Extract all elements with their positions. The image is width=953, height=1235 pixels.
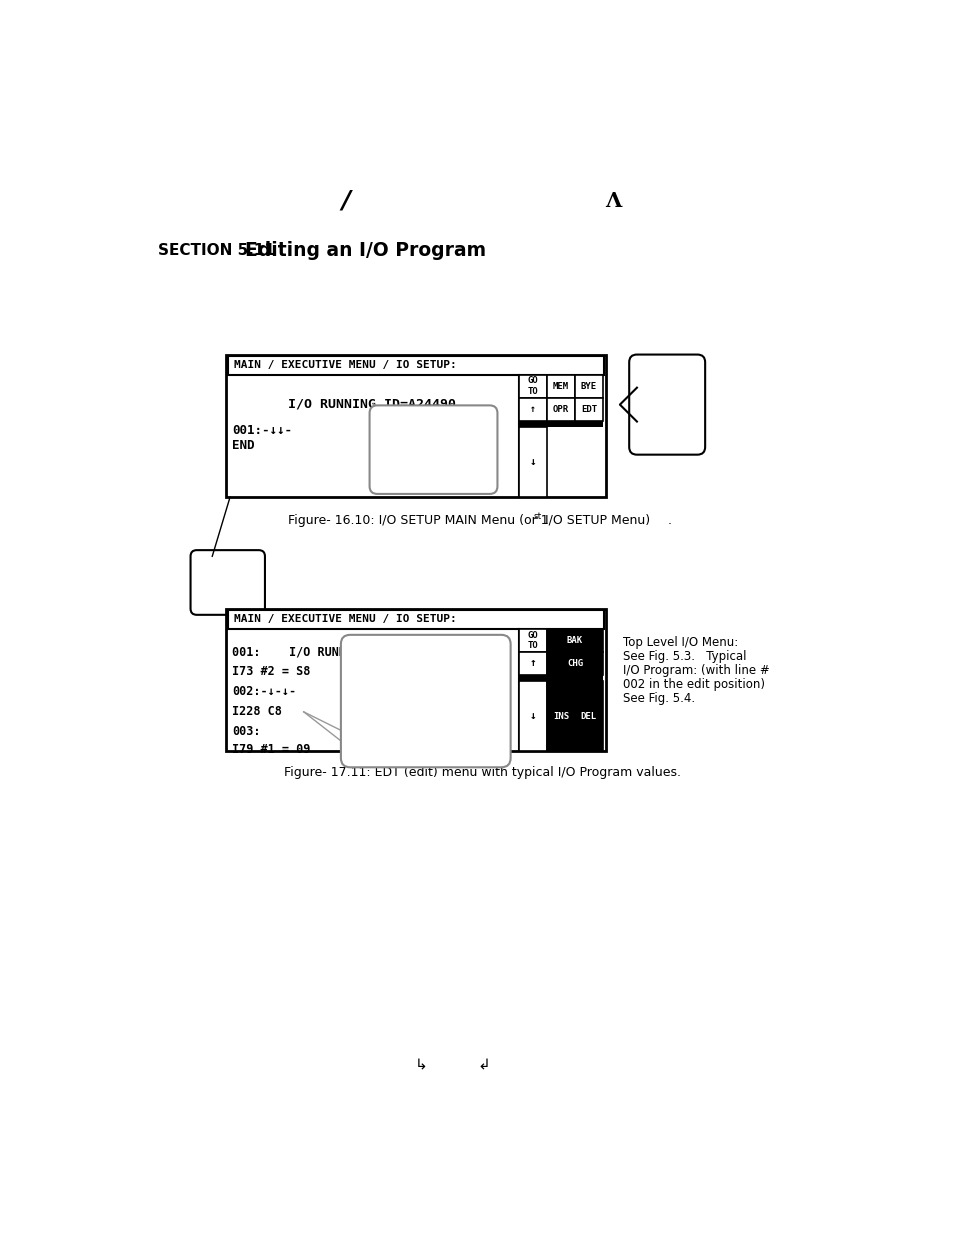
Text: I/O Program: (with line #: I/O Program: (with line # xyxy=(622,664,769,677)
Bar xyxy=(546,652,602,674)
FancyBboxPatch shape xyxy=(191,550,265,615)
Text: ⇓⇓: ⇓⇓ xyxy=(422,718,448,732)
Bar xyxy=(546,398,575,421)
Text: DEL: DEL xyxy=(580,711,597,720)
Text: GO
TO: GO TO xyxy=(527,631,537,650)
Text: MAIN / EXECUTIVE MENU / IO SETUP:: MAIN / EXECUTIVE MENU / IO SETUP: xyxy=(233,614,456,624)
Text: 003:: 003: xyxy=(233,725,260,739)
Text: BAK: BAK xyxy=(566,636,582,645)
Text: MEM: MEM xyxy=(553,382,569,390)
Text: I/O RUNNING ID=A24490: I/O RUNNING ID=A24490 xyxy=(288,398,456,410)
Text: ↑: ↑ xyxy=(530,404,536,414)
Text: Λ: Λ xyxy=(604,190,620,210)
Text: 002:-↓-↓-: 002:-↓-↓- xyxy=(233,685,296,698)
Text: ↓: ↓ xyxy=(529,711,536,721)
Text: I/O SETUP Menu): I/O SETUP Menu) xyxy=(540,514,649,526)
Bar xyxy=(575,374,602,398)
Bar xyxy=(575,398,602,421)
Bar xyxy=(518,398,546,421)
Text: CHG: CHG xyxy=(566,658,582,668)
Text: st: st xyxy=(534,511,541,521)
Text: Figure- 17.11: EDT (edit) menu with typical I/O Program values.: Figure- 17.11: EDT (edit) menu with typi… xyxy=(284,766,680,779)
Bar xyxy=(518,674,602,680)
Bar xyxy=(575,680,602,751)
Text: ↑: ↑ xyxy=(529,658,536,668)
Bar xyxy=(546,680,575,751)
Text: /: / xyxy=(341,189,351,212)
Text: SECTION 5.11: SECTION 5.11 xyxy=(158,243,274,258)
Text: OPR: OPR xyxy=(553,405,569,414)
FancyBboxPatch shape xyxy=(629,354,704,454)
Text: .: . xyxy=(667,514,671,526)
FancyBboxPatch shape xyxy=(369,405,497,494)
Text: I228 C8: I228 C8 xyxy=(233,705,282,719)
Text: MAIN / EXECUTIVE MENU / IO SETUP:: MAIN / EXECUTIVE MENU / IO SETUP: xyxy=(233,359,456,369)
Text: END: END xyxy=(233,438,254,452)
Text: 001:    I/O RUNNING ID=041779: 001: I/O RUNNING ID=041779 xyxy=(233,645,438,658)
Bar xyxy=(518,421,602,427)
Bar xyxy=(518,652,546,674)
Text: Figure- 16.10: I/O SETUP MAIN Menu (or 1: Figure- 16.10: I/O SETUP MAIN Menu (or 1 xyxy=(288,514,548,526)
Text: ↲: ↲ xyxy=(476,1057,489,1072)
FancyBboxPatch shape xyxy=(340,635,510,767)
Text: 001:-↓↓-: 001:-↓↓- xyxy=(233,424,292,436)
Bar xyxy=(226,354,605,496)
Bar xyxy=(228,610,604,630)
Text: See Fig. 5.3.   Typical: See Fig. 5.3. Typical xyxy=(622,651,745,663)
Text: GO
TO: GO TO xyxy=(527,377,537,396)
Bar xyxy=(518,680,546,751)
Text: ↓: ↓ xyxy=(529,457,536,467)
Text: Top Level I/O Menu:: Top Level I/O Menu: xyxy=(622,636,738,650)
Bar xyxy=(226,609,605,751)
Text: INS: INS xyxy=(553,711,569,720)
Bar xyxy=(518,374,546,398)
Text: I73 #2 = S8: I73 #2 = S8 xyxy=(233,666,311,678)
Text: BYE: BYE xyxy=(580,382,597,390)
Text: EDT: EDT xyxy=(580,405,597,414)
Bar xyxy=(228,356,604,375)
Bar xyxy=(518,629,546,652)
Text: See Fig. 5.4.: See Fig. 5.4. xyxy=(622,692,695,705)
Text: ↳: ↳ xyxy=(415,1057,428,1072)
Text: 002 in the edit position): 002 in the edit position) xyxy=(622,678,764,690)
Bar xyxy=(546,374,575,398)
Text: I79 #1 = 09: I79 #1 = 09 xyxy=(233,743,311,756)
Bar xyxy=(518,427,546,496)
Text: Editing an I/O Program: Editing an I/O Program xyxy=(245,241,486,261)
Bar xyxy=(546,629,602,652)
